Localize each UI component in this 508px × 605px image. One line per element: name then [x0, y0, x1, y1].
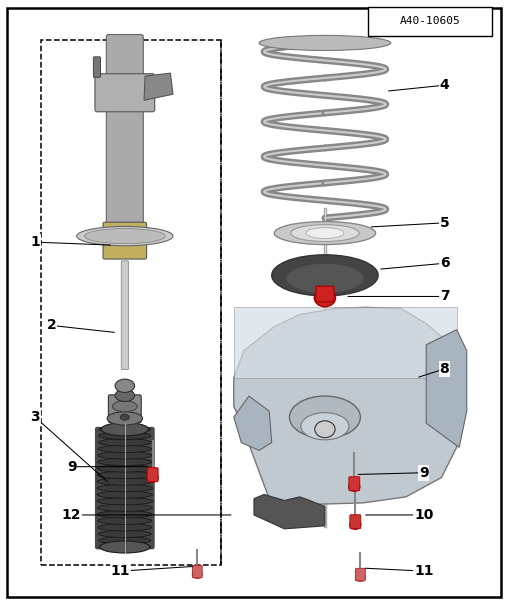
Text: 11: 11	[111, 564, 130, 578]
Ellipse shape	[301, 413, 349, 440]
FancyBboxPatch shape	[93, 57, 101, 77]
Polygon shape	[234, 396, 272, 450]
Ellipse shape	[99, 432, 151, 439]
Ellipse shape	[97, 465, 152, 472]
Ellipse shape	[77, 226, 173, 246]
Polygon shape	[234, 307, 457, 505]
Ellipse shape	[101, 423, 148, 436]
Text: 4: 4	[439, 78, 450, 92]
Ellipse shape	[98, 517, 152, 525]
Ellipse shape	[99, 530, 151, 537]
Ellipse shape	[98, 524, 151, 531]
Ellipse shape	[315, 421, 335, 437]
Ellipse shape	[291, 224, 359, 241]
Ellipse shape	[306, 227, 344, 238]
Ellipse shape	[98, 459, 152, 466]
Ellipse shape	[356, 573, 365, 581]
Ellipse shape	[97, 504, 152, 511]
FancyBboxPatch shape	[356, 568, 365, 581]
FancyBboxPatch shape	[368, 7, 492, 36]
Ellipse shape	[99, 543, 150, 551]
FancyBboxPatch shape	[103, 222, 147, 259]
FancyBboxPatch shape	[121, 261, 129, 370]
Ellipse shape	[107, 412, 143, 425]
Ellipse shape	[84, 229, 165, 244]
Ellipse shape	[99, 537, 151, 544]
Polygon shape	[234, 307, 457, 378]
Ellipse shape	[147, 473, 158, 482]
Ellipse shape	[259, 36, 391, 50]
Text: 5: 5	[439, 216, 450, 230]
FancyBboxPatch shape	[147, 468, 158, 482]
Text: 3: 3	[30, 410, 40, 424]
Ellipse shape	[314, 289, 336, 307]
Ellipse shape	[290, 396, 360, 438]
Ellipse shape	[348, 482, 360, 491]
Text: 9: 9	[67, 460, 76, 474]
FancyBboxPatch shape	[95, 74, 155, 112]
Ellipse shape	[272, 255, 378, 296]
FancyBboxPatch shape	[316, 286, 334, 302]
Text: 8: 8	[439, 362, 450, 376]
Text: 7: 7	[439, 289, 449, 304]
Ellipse shape	[99, 439, 151, 446]
FancyBboxPatch shape	[350, 515, 361, 529]
Text: 6: 6	[439, 257, 449, 270]
Ellipse shape	[98, 511, 152, 518]
Ellipse shape	[97, 491, 152, 499]
Ellipse shape	[98, 445, 151, 453]
FancyBboxPatch shape	[349, 477, 360, 491]
Ellipse shape	[193, 570, 202, 578]
Ellipse shape	[97, 485, 153, 492]
FancyBboxPatch shape	[193, 565, 202, 578]
Text: 9: 9	[419, 466, 429, 480]
Polygon shape	[254, 494, 325, 529]
Bar	[41, 40, 221, 565]
Ellipse shape	[350, 520, 361, 529]
FancyBboxPatch shape	[106, 34, 143, 232]
Ellipse shape	[274, 221, 375, 244]
Text: 10: 10	[414, 508, 433, 522]
Polygon shape	[144, 73, 173, 100]
FancyBboxPatch shape	[95, 427, 155, 549]
Text: 12: 12	[62, 508, 81, 522]
FancyBboxPatch shape	[7, 8, 501, 597]
Polygon shape	[426, 330, 467, 447]
Text: 1: 1	[30, 235, 40, 249]
Ellipse shape	[100, 541, 150, 553]
Ellipse shape	[285, 263, 364, 293]
Text: 2: 2	[46, 318, 56, 332]
Ellipse shape	[115, 379, 135, 393]
Ellipse shape	[115, 390, 135, 402]
Ellipse shape	[97, 497, 152, 505]
Ellipse shape	[97, 471, 152, 479]
FancyBboxPatch shape	[108, 395, 141, 423]
Ellipse shape	[97, 478, 152, 485]
Ellipse shape	[112, 401, 137, 412]
Ellipse shape	[120, 414, 130, 420]
Ellipse shape	[99, 426, 150, 433]
Text: A40-10605: A40-10605	[400, 16, 460, 26]
Text: 11: 11	[414, 564, 433, 578]
Ellipse shape	[98, 452, 152, 459]
